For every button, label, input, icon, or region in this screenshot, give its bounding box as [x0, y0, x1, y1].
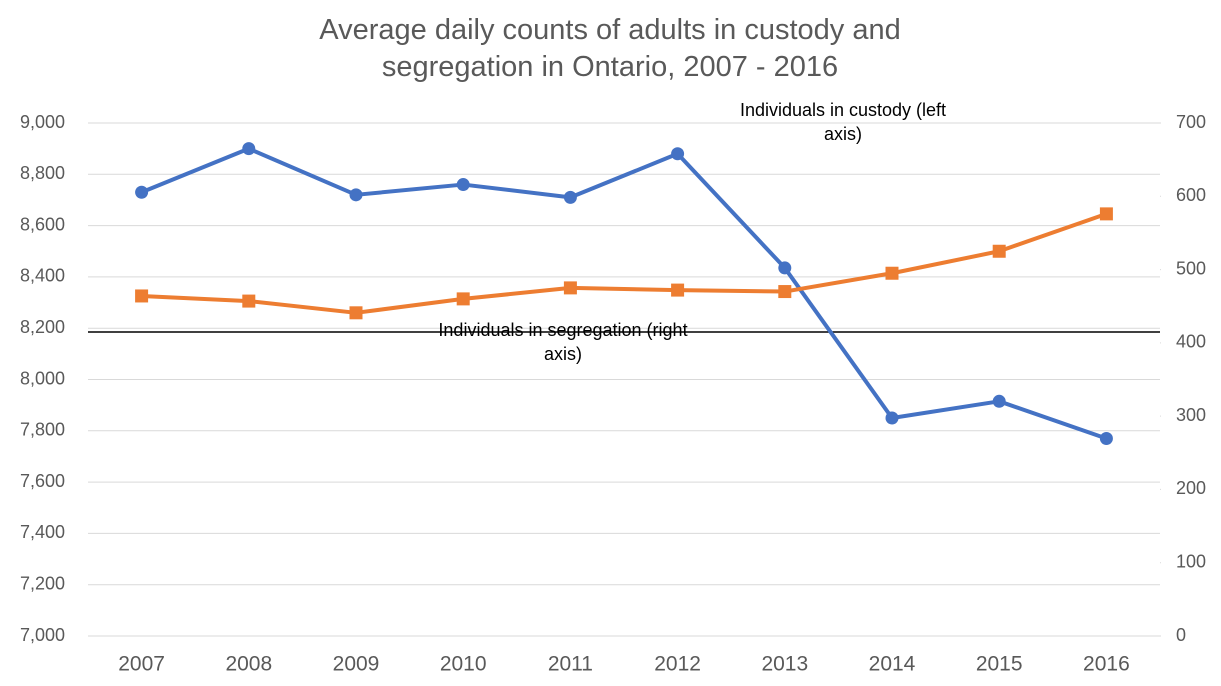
marker	[563, 281, 577, 295]
y-tick-label: 7,800	[20, 420, 65, 440]
series-line	[141, 211, 1108, 315]
y-tick-label: 7,400	[20, 522, 65, 542]
y2-tick-label: 100	[1176, 551, 1206, 571]
x-tick-label: 2016	[1083, 653, 1130, 676]
x-tick-label: 2010	[440, 653, 487, 676]
marker	[456, 292, 470, 306]
marker	[242, 142, 256, 156]
x-tick-label: 2014	[869, 653, 916, 676]
x-tick-label: 2007	[118, 653, 165, 676]
y2-tick-label: 200	[1176, 478, 1206, 498]
marker	[671, 283, 685, 297]
y2-tick-label: 400	[1176, 332, 1206, 352]
y-tick-label: 8,600	[20, 214, 65, 234]
marker	[563, 190, 577, 204]
x-tick-label: 2008	[225, 653, 272, 676]
marker	[242, 294, 256, 308]
marker	[992, 244, 1006, 258]
marker	[778, 261, 792, 275]
y-tick-label: 9,000	[20, 112, 65, 132]
marker	[135, 289, 149, 303]
y-tick-label: 8,200	[20, 317, 65, 337]
series-label: Individuals in segregation (right axis)	[438, 320, 688, 364]
marker	[778, 285, 792, 299]
y2-tick-label: 600	[1176, 185, 1206, 205]
marker	[671, 147, 685, 161]
chart-title: Average daily counts of adults in custod…	[319, 14, 901, 83]
marker	[349, 188, 363, 202]
marker	[456, 178, 470, 192]
x-tick-label: 2012	[654, 653, 701, 676]
x-tick-label: 2013	[761, 653, 808, 676]
y2-tick-label: 500	[1176, 258, 1206, 278]
series-line	[140, 146, 1108, 441]
marker	[135, 185, 149, 199]
marker	[885, 411, 899, 425]
marker	[349, 306, 363, 320]
y2-tick-label: 0	[1176, 625, 1186, 645]
y2-tick-label: 700	[1176, 112, 1206, 132]
x-tick-label: 2011	[548, 653, 593, 676]
y-tick-label: 8,400	[20, 266, 65, 286]
y-tick-label: 7,200	[20, 573, 65, 593]
y-tick-label: 7,000	[20, 625, 65, 645]
y2-tick-label: 300	[1176, 405, 1206, 425]
x-tick-label: 2015	[976, 653, 1023, 676]
marker	[1099, 207, 1113, 221]
marker	[885, 266, 899, 280]
series-label: Individuals in custody (left axis)	[739, 100, 947, 144]
marker	[1099, 431, 1113, 445]
y-tick-label: 8,800	[20, 163, 65, 183]
y-tick-label: 7,600	[20, 471, 65, 491]
marker	[992, 394, 1006, 408]
x-tick-label: 2009	[333, 653, 380, 676]
y-tick-label: 8,000	[20, 368, 65, 388]
